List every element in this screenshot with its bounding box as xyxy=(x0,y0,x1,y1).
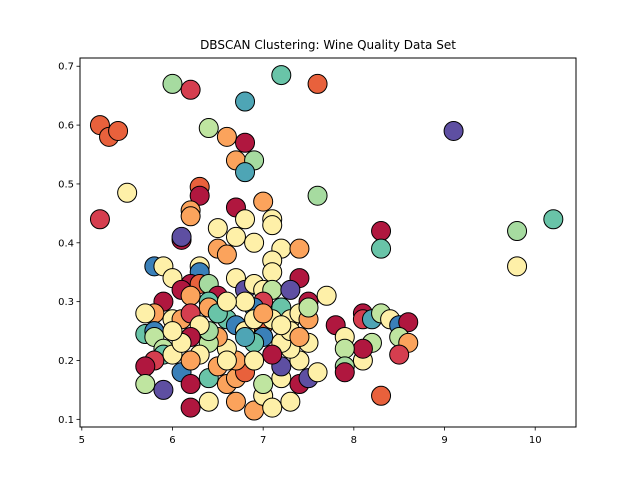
data-point xyxy=(89,209,110,230)
x-tick-label: 8 xyxy=(351,435,357,446)
data-point xyxy=(398,312,419,333)
data-point xyxy=(389,344,410,365)
data-point xyxy=(216,350,237,371)
data-point xyxy=(262,397,283,418)
data-point xyxy=(298,297,319,318)
data-point xyxy=(543,209,564,230)
y-tick-label: 0.2 xyxy=(58,356,74,367)
y-tick-label: 0.1 xyxy=(58,415,74,426)
data-point xyxy=(262,344,283,365)
y-tick-label: 0.7 xyxy=(58,62,74,73)
data-point xyxy=(307,362,328,383)
x-tick-label: 5 xyxy=(79,435,85,446)
data-point xyxy=(180,350,201,371)
data-point xyxy=(216,291,237,312)
data-point xyxy=(235,91,256,112)
data-point xyxy=(135,374,156,395)
data-point xyxy=(307,185,328,206)
data-point xyxy=(280,391,301,412)
data-point xyxy=(262,215,283,236)
data-point xyxy=(135,356,156,377)
data-point xyxy=(180,206,201,227)
data-point xyxy=(334,338,355,359)
data-point xyxy=(198,391,219,412)
data-point xyxy=(135,303,156,324)
data-point xyxy=(262,262,283,283)
data-point xyxy=(443,120,464,141)
data-point xyxy=(307,73,328,94)
data-point xyxy=(253,191,274,212)
data-point xyxy=(235,162,256,183)
data-point xyxy=(171,226,192,247)
data-point xyxy=(216,244,237,265)
y-axis: 0.1 0.2 0.3 0.4 0.5 0.6 0.7 xyxy=(58,62,80,426)
data-point xyxy=(371,221,392,242)
data-point xyxy=(289,238,310,259)
data-point xyxy=(189,185,210,206)
data-point xyxy=(108,120,129,141)
data-point xyxy=(334,362,355,383)
data-point xyxy=(198,118,219,139)
data-point xyxy=(253,303,274,324)
x-axis: 5 6 7 8 9 10 xyxy=(79,427,542,446)
y-tick-label: 0.5 xyxy=(58,179,74,190)
data-point xyxy=(352,338,373,359)
data-point xyxy=(216,126,237,147)
chart-title: DBSCAN Clustering: Wine Quality Data Set xyxy=(200,38,456,52)
data-point xyxy=(244,350,265,371)
x-tick-label: 9 xyxy=(441,435,447,446)
data-point xyxy=(180,79,201,100)
data-point xyxy=(153,379,174,400)
x-tick-label: 6 xyxy=(169,435,175,446)
data-point xyxy=(316,285,337,306)
data-point xyxy=(180,285,201,306)
x-tick-label: 10 xyxy=(529,435,542,446)
data-point xyxy=(235,132,256,153)
data-point xyxy=(371,238,392,259)
y-tick-label: 0.3 xyxy=(58,297,74,308)
data-point xyxy=(280,279,301,300)
data-point xyxy=(271,65,292,86)
data-point xyxy=(180,374,201,395)
data-point xyxy=(225,391,246,412)
data-point xyxy=(235,291,256,312)
data-point xyxy=(253,374,274,395)
points-layer xyxy=(89,65,564,421)
y-tick-label: 0.6 xyxy=(58,121,74,132)
data-point xyxy=(507,256,528,277)
data-point xyxy=(162,73,183,94)
data-point xyxy=(207,218,228,239)
data-point xyxy=(180,397,201,418)
data-point xyxy=(289,326,310,347)
y-tick-label: 0.4 xyxy=(58,238,74,249)
data-point xyxy=(235,209,256,230)
data-point xyxy=(235,326,256,347)
data-point xyxy=(244,232,265,253)
x-tick-label: 7 xyxy=(260,435,266,446)
data-point xyxy=(507,221,528,242)
data-point xyxy=(271,315,292,336)
data-point xyxy=(117,182,138,203)
data-point xyxy=(225,226,246,247)
data-point xyxy=(371,385,392,406)
data-point xyxy=(162,321,183,342)
